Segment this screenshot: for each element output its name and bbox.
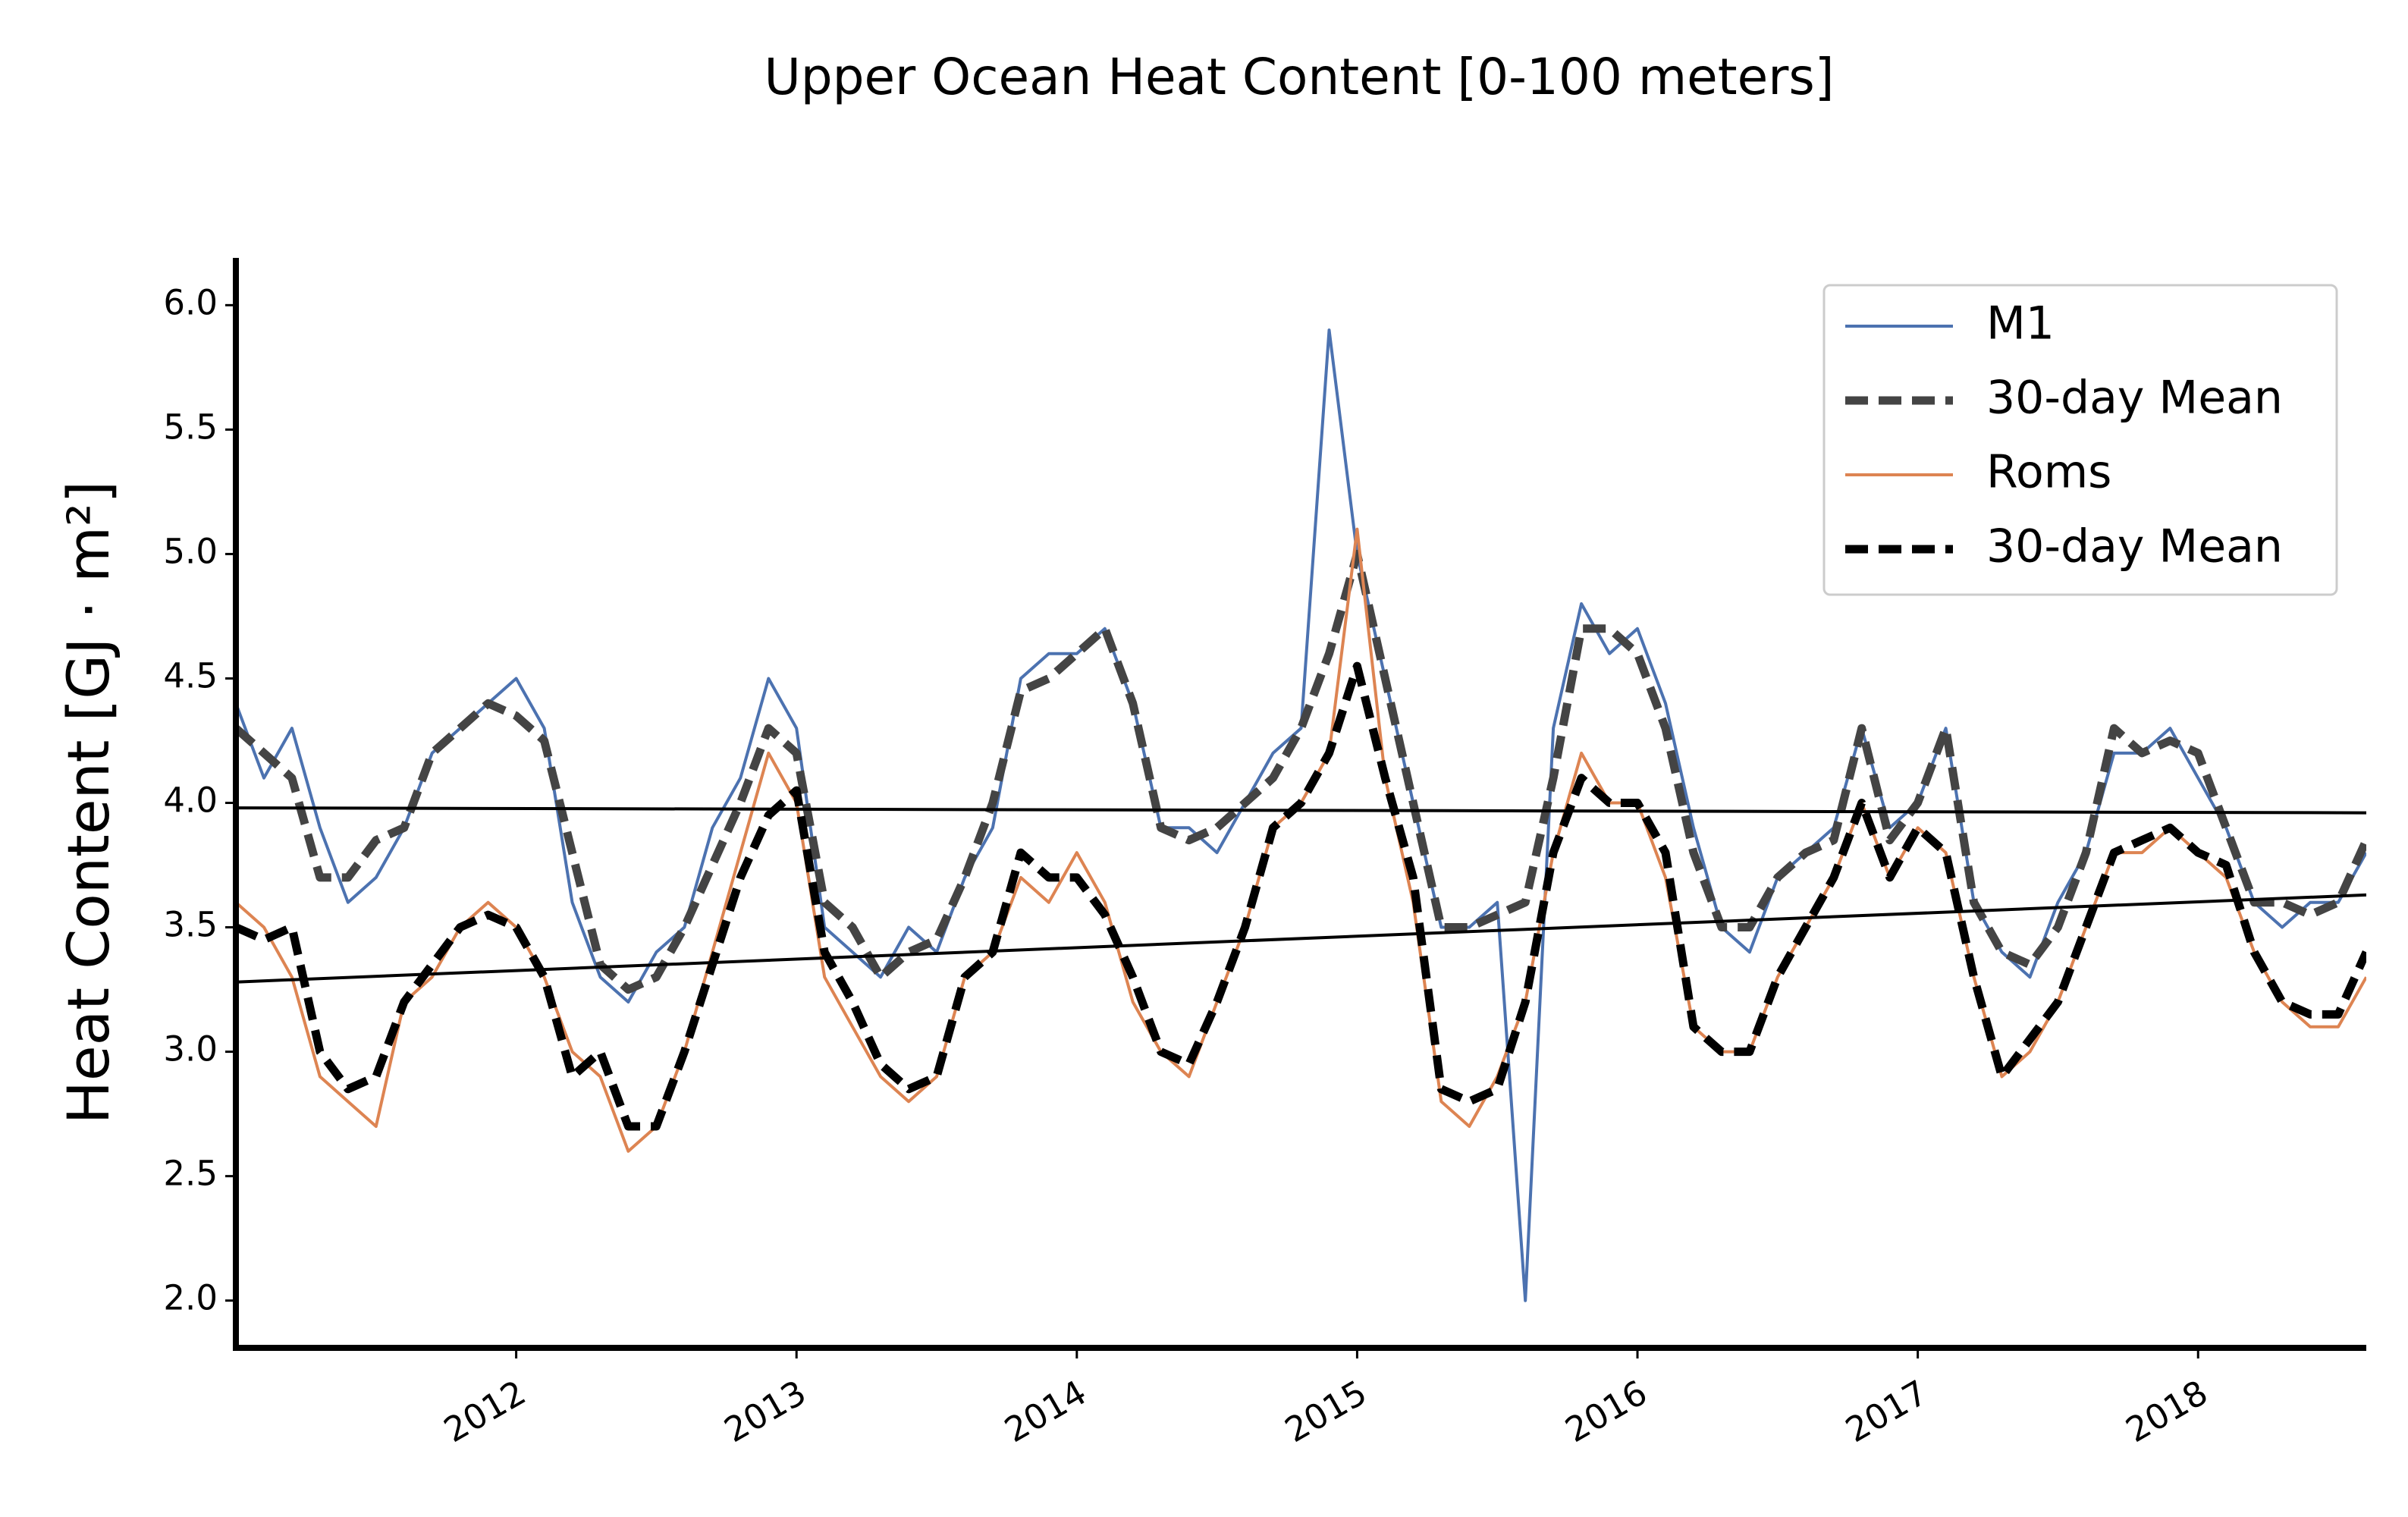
- y-tick-label: 6.0: [163, 282, 218, 322]
- legend: M1 30-day Mean Roms 30-day Mean: [1822, 284, 2338, 596]
- y-tick-label: 5.0: [163, 531, 218, 571]
- trend-line: [236, 806, 2366, 815]
- y-tick-label: 2.5: [163, 1154, 218, 1194]
- chart-title: Upper Ocean Heat Content [0-100 meters]: [764, 48, 1834, 106]
- x-tick-label: 2014: [998, 1372, 1094, 1450]
- y-axis-label: Heat Content [GJ · m²]: [55, 481, 122, 1124]
- trend-line: [236, 893, 2366, 984]
- x-tick-label: 2015: [1278, 1372, 1374, 1450]
- x-tick-label: 2018: [2119, 1372, 2215, 1450]
- legend-label: 30-day Mean: [1986, 520, 2283, 573]
- y-tick-label: 2.0: [163, 1278, 218, 1318]
- x-tick-label: 2012: [437, 1372, 532, 1450]
- y-tick-label: 5.5: [163, 407, 218, 447]
- y-tick-label: 4.0: [163, 780, 218, 821]
- x-tick-label: 2017: [1838, 1372, 1934, 1450]
- legend-label: 30-day Mean: [1986, 372, 2283, 425]
- legend-label: Roms: [1986, 446, 2111, 499]
- y-tick-label: 3.0: [163, 1029, 218, 1069]
- legend-box: [1822, 284, 2338, 596]
- plot-lines: [236, 328, 2366, 1302]
- y-tick-label: 4.5: [163, 655, 218, 696]
- series-line: [236, 527, 2366, 1153]
- y-tick-label: 3.5: [163, 905, 218, 945]
- series-line: [236, 549, 2366, 994]
- series-line: [236, 661, 2366, 1131]
- legend-label: M1: [1986, 297, 2055, 350]
- x-tick-label: 2013: [717, 1372, 813, 1450]
- x-tick-label: 2016: [1559, 1372, 1654, 1450]
